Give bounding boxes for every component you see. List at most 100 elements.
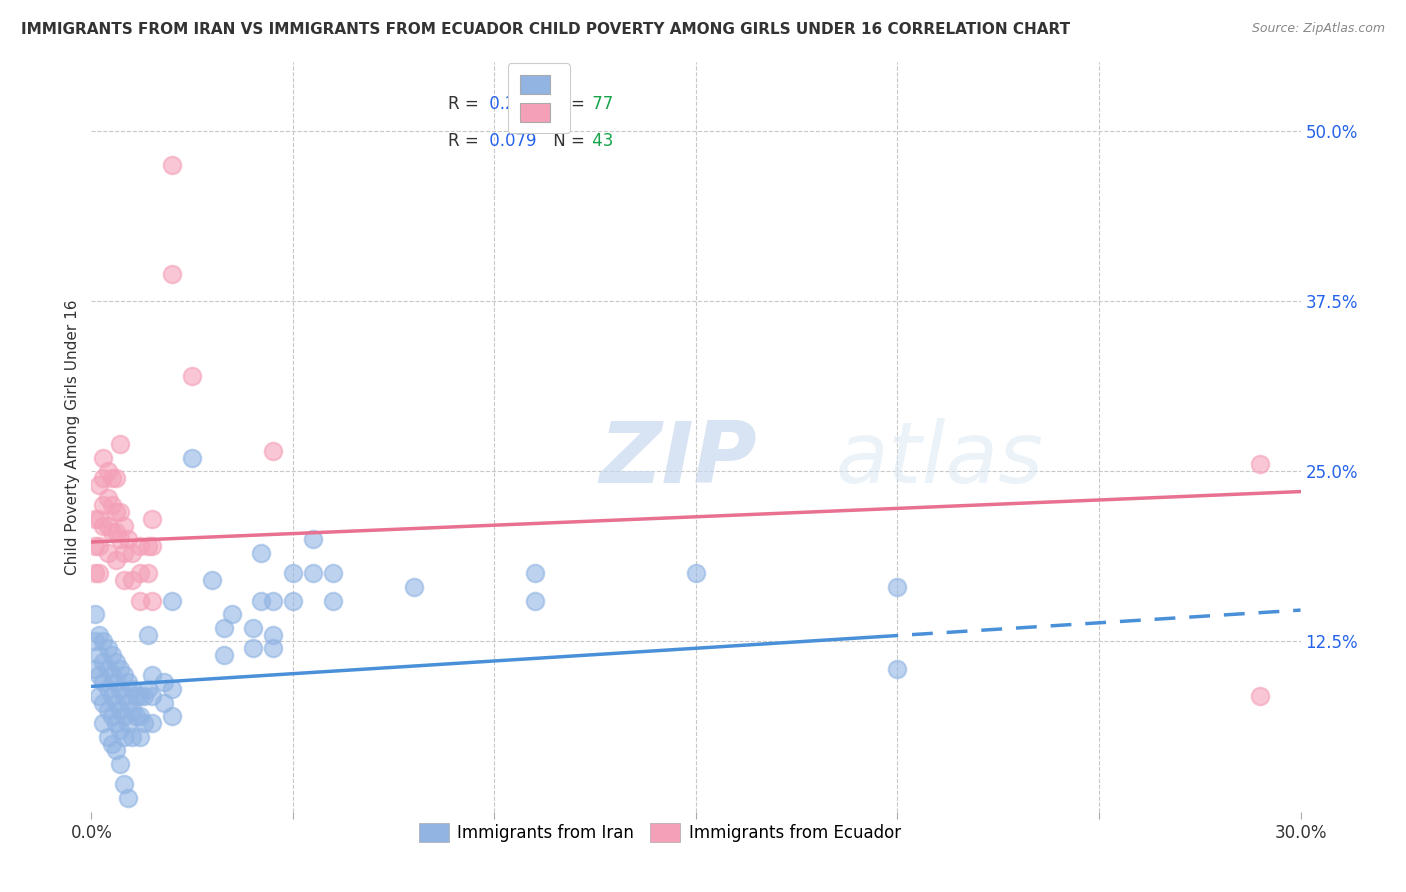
Point [128,689,150,703]
Point [104,505,127,519]
Point [96,464,118,478]
Text: 0.079: 0.079 [484,132,537,150]
Point [104,716,127,731]
Point [1249,689,1271,703]
Point [128,539,150,553]
Point [214,648,236,662]
Point [100,648,122,662]
Point [100,668,122,682]
Point [93,450,115,465]
Point [93,471,115,485]
Point [121,730,143,744]
Point [136,539,159,553]
Point [160,267,183,281]
Point [108,437,131,451]
Point [141,539,163,553]
Point [125,709,148,723]
Point [181,450,204,465]
Point [108,533,131,547]
Point [112,668,135,682]
Point [108,757,131,772]
Point [141,689,163,703]
Point [96,662,118,676]
Point [96,682,118,697]
Point [96,730,118,744]
Text: atlas: atlas [835,418,1043,501]
Point [108,682,131,697]
Point [104,655,127,669]
Point [281,593,304,607]
Point [100,689,122,703]
Point [132,716,155,731]
Point [281,566,304,581]
Text: IMMIGRANTS FROM IRAN VS IMMIGRANTS FROM ECUADOR CHILD POVERTY AMONG GIRLS UNDER : IMMIGRANTS FROM IRAN VS IMMIGRANTS FROM … [21,22,1070,37]
Point [89,668,111,682]
Point [322,566,344,581]
Point [262,443,284,458]
Point [160,593,183,607]
Point [93,498,115,512]
Point [84,539,107,553]
Text: Source: ZipAtlas.com: Source: ZipAtlas.com [1251,22,1385,36]
Point [136,682,159,697]
Point [84,512,107,526]
Point [128,709,150,723]
Point [221,607,243,622]
Point [112,689,135,703]
Point [523,593,546,607]
Point [302,533,325,547]
Point [84,607,107,622]
Point [84,634,107,648]
Point [112,518,135,533]
Point [886,662,908,676]
Point [100,709,122,723]
Point [112,730,135,744]
Point [104,675,127,690]
Point [100,498,122,512]
Point [93,518,115,533]
Point [108,505,131,519]
Point [262,641,284,656]
Point [112,709,135,723]
Point [402,580,425,594]
Point [100,737,122,751]
Point [104,552,127,566]
Point [132,689,155,703]
Point [153,675,176,690]
Point [89,689,111,703]
Text: 77: 77 [588,95,613,112]
Point [125,689,148,703]
Point [117,791,139,805]
Point [141,668,163,682]
Point [242,641,264,656]
Point [128,566,150,581]
Legend: Immigrants from Iran, Immigrants from Ecuador: Immigrants from Iran, Immigrants from Ec… [409,813,911,852]
Point [112,777,135,791]
Point [104,471,127,485]
Point [181,368,204,383]
Text: 43: 43 [588,132,613,150]
Point [93,696,115,710]
Point [84,566,107,581]
Point [153,696,176,710]
Point [104,743,127,757]
Point [117,696,139,710]
Point [112,546,135,560]
Point [249,546,271,560]
Point [96,641,118,656]
Point [89,477,111,491]
Text: R =: R = [449,132,479,150]
Point [160,682,183,697]
Point [214,621,236,635]
Point [104,525,127,540]
Point [136,627,159,641]
Point [93,655,115,669]
Point [96,491,118,506]
Point [89,512,111,526]
Point [108,723,131,737]
Point [112,573,135,587]
Text: 0.213: 0.213 [484,95,537,112]
Point [93,716,115,731]
Point [96,518,118,533]
Point [89,539,111,553]
